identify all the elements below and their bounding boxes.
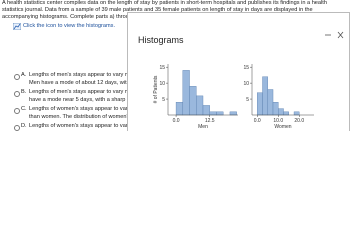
option-letter: B. [21, 89, 27, 95]
y-tick-label: 10 [243, 81, 249, 87]
bar [267, 89, 274, 116]
popup-window: Histograms 5 10 15 0.0 12.5 Men # of Patients 5… [127, 12, 350, 132]
option-text: have a mode near 5 days, with a sharp dr… [29, 97, 139, 103]
option-letter: D. [21, 123, 27, 129]
option-text: Lengths of women's stays appear to vary … [29, 106, 137, 112]
y-tick-label: 15 [243, 65, 249, 71]
problem-text: A health statistics center compiles data… [2, 0, 327, 6]
bar [262, 76, 268, 116]
x-tick-label: 0.0 [254, 118, 261, 124]
popup-frame [127, 12, 350, 132]
bar [293, 111, 300, 116]
option-text: Lengths of women's stays appear to vary … [29, 123, 140, 129]
page: {"problem": {"lines": [ "A health statis… [0, 0, 350, 132]
option-letter: A. [21, 72, 27, 78]
option-letter: C. [21, 106, 27, 112]
x-tick-label: 0.0 [173, 118, 180, 124]
y-tick-label: 15 [159, 65, 165, 71]
option-text: Lengths of men's stays appear to vary mo… [29, 72, 138, 78]
bar [189, 86, 197, 116]
close-button[interactable] [337, 31, 344, 39]
bar [278, 108, 284, 116]
bar [257, 92, 263, 116]
option-text: Lengths of men's stays appear to vary mo… [29, 89, 138, 95]
option-text: Men have a mode of about 12 days, with m… [29, 80, 140, 86]
x-axis-label: Men [198, 124, 208, 130]
bar [216, 111, 224, 116]
y-tick-label: 5 [162, 97, 165, 103]
x-axis-label: Women [274, 124, 291, 130]
x-tick-label: 20.0 [294, 118, 304, 124]
bar [272, 102, 279, 116]
bar [202, 105, 210, 116]
radio-button[interactable] [14, 73, 20, 80]
bar [196, 95, 204, 116]
popup-title: Histograms [138, 35, 184, 45]
bar [229, 111, 237, 116]
radio-button[interactable] [14, 90, 20, 97]
bar [182, 70, 190, 116]
radio-button[interactable] [14, 124, 20, 131]
option-text: than women. The distribution of women's … [29, 114, 140, 120]
problem-text: statistics journal. Data from a sample o… [2, 7, 313, 13]
bar [175, 102, 184, 116]
histogram-icon[interactable] [13, 23, 21, 30]
radio-button[interactable] [14, 107, 20, 114]
x-tick-label: 12.5 [205, 118, 215, 124]
y-tick-label: 10 [159, 81, 165, 87]
problem-text: accompanying histograms. Complete parts … [2, 14, 159, 20]
bar [209, 111, 217, 116]
y-axis-label: # of Patients [153, 75, 159, 103]
icon-link[interactable]: Click the icon to view the histograms. [23, 23, 116, 29]
y-tick-label: 5 [246, 97, 249, 103]
x-tick-label: 10.0 [273, 118, 283, 124]
bar [283, 111, 289, 116]
